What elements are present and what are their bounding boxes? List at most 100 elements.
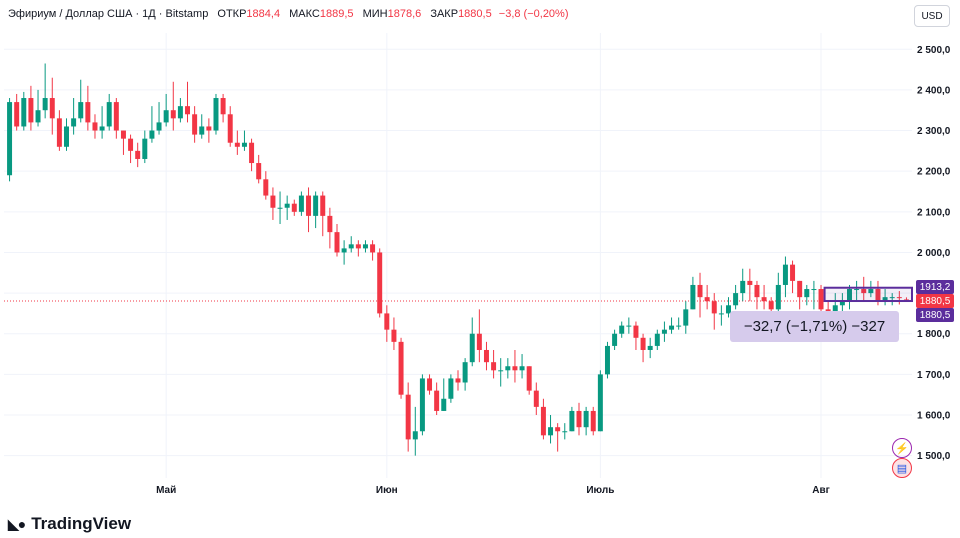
candle xyxy=(548,415,554,444)
candle-body xyxy=(206,126,212,131)
x-tick-label: Июн xyxy=(376,485,398,496)
candle xyxy=(661,321,667,342)
candle-body xyxy=(597,374,603,432)
candle xyxy=(128,134,134,164)
candle-body xyxy=(21,98,27,127)
candle-body xyxy=(334,232,340,253)
candle xyxy=(192,106,198,143)
candle-body xyxy=(505,366,511,371)
candle-body xyxy=(291,203,297,212)
candle-body xyxy=(128,138,134,151)
candle xyxy=(882,289,888,306)
measure-overlay xyxy=(823,286,914,303)
candle xyxy=(234,130,240,155)
candle xyxy=(341,240,347,265)
candle-body xyxy=(725,305,731,314)
candle xyxy=(427,374,433,395)
candle xyxy=(85,85,91,131)
candle-body xyxy=(78,102,84,119)
candle xyxy=(555,423,561,452)
low-value: 1878,6 xyxy=(387,8,422,20)
candle-body xyxy=(498,370,504,372)
candle xyxy=(412,406,418,456)
candle xyxy=(135,142,141,168)
lightning-icon[interactable]: ⚡ xyxy=(892,438,912,458)
candle-body xyxy=(519,366,525,371)
candle xyxy=(718,305,724,326)
candle-body xyxy=(49,98,55,119)
candle xyxy=(277,191,283,225)
candle xyxy=(348,236,354,253)
candle xyxy=(35,89,41,127)
candle-body xyxy=(690,284,696,310)
candle xyxy=(42,63,48,119)
candle-body xyxy=(775,284,781,310)
candle xyxy=(185,81,191,123)
candle xyxy=(868,280,874,298)
candle xyxy=(711,293,717,330)
symbol-name[interactable]: Эфириум / Доллар США · 1Д · Bitstamp xyxy=(8,8,209,20)
candle xyxy=(604,341,610,379)
candle-body xyxy=(590,410,596,432)
candle xyxy=(362,240,368,253)
candle xyxy=(861,276,867,302)
candle-body xyxy=(526,366,532,391)
candle xyxy=(669,317,675,334)
candle xyxy=(519,354,525,379)
time-axis[interactable]: Май Июн Июль Авг xyxy=(156,485,830,496)
y-tick-label: 1 700,0 xyxy=(917,370,951,381)
y-tick-label: 2 000,0 xyxy=(917,248,951,259)
candle-body xyxy=(249,142,255,164)
close-value: 1880,5 xyxy=(458,8,492,20)
candle xyxy=(320,191,326,237)
candle xyxy=(270,187,276,220)
candle xyxy=(569,406,575,432)
candle xyxy=(654,329,660,350)
candle xyxy=(334,224,340,257)
candle-body xyxy=(811,289,817,291)
candle-body xyxy=(804,289,810,298)
candle-body xyxy=(754,284,760,298)
candle-body xyxy=(113,102,119,131)
candle-body xyxy=(327,215,333,233)
candle-body xyxy=(676,325,682,327)
high-label: МАКС xyxy=(289,8,320,20)
candle-body xyxy=(313,195,319,216)
low-label: МИН xyxy=(362,8,388,20)
candle xyxy=(583,406,589,436)
candle-body xyxy=(875,289,881,302)
candle-body xyxy=(7,102,13,176)
tradingview-logo[interactable]: ◣● TradingView xyxy=(8,514,131,534)
candle-body xyxy=(483,349,489,363)
candle xyxy=(298,191,304,216)
candle xyxy=(533,382,539,416)
symbol-header: Эфириум / Доллар США · 1Д · Bitstamp ОТК… xyxy=(8,8,569,20)
y-tick-label: 1 800,0 xyxy=(917,329,951,340)
flag-icon[interactable]: ▤ xyxy=(892,458,912,478)
candle xyxy=(725,297,731,318)
candle xyxy=(64,118,69,151)
candle xyxy=(811,280,817,310)
candle-body xyxy=(64,126,69,147)
candle xyxy=(327,207,333,249)
candle-body xyxy=(341,248,347,253)
candle xyxy=(384,305,390,342)
currency-button[interactable]: USD xyxy=(914,5,950,27)
candle-body xyxy=(462,362,468,383)
candle-body xyxy=(284,203,290,208)
candle-body xyxy=(106,102,112,127)
candle-body xyxy=(718,313,724,315)
candle-body xyxy=(348,244,354,249)
candle xyxy=(562,423,568,440)
candle xyxy=(462,358,468,391)
candle-body xyxy=(263,179,269,196)
candle-body xyxy=(797,280,803,298)
candle xyxy=(697,272,703,318)
candle-body xyxy=(241,142,247,147)
candle xyxy=(476,309,482,363)
candle-body xyxy=(654,333,660,346)
candle-body xyxy=(28,98,34,123)
candle-body xyxy=(234,142,240,147)
candle xyxy=(227,106,233,147)
